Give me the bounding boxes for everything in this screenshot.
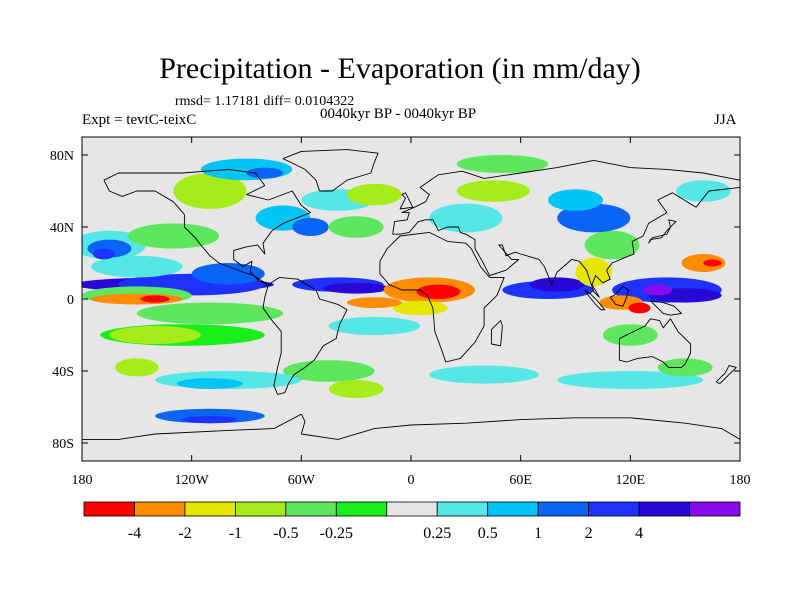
field-region (328, 380, 384, 398)
field-region (109, 326, 201, 344)
field-region (347, 297, 402, 308)
colorbar-label: 1 (534, 525, 542, 542)
colorbar-swatch (487, 501, 539, 517)
colorbar-swatch (285, 501, 337, 517)
coastline-borneo (609, 285, 629, 307)
season-label: JJA (714, 112, 737, 128)
lon-tick-label: 60W (288, 473, 316, 488)
coastline-new-guinea (650, 300, 682, 316)
colorbar-swatch (588, 501, 640, 517)
field-region (557, 203, 631, 233)
field-region (456, 180, 530, 202)
coastline-madagascar (490, 320, 503, 347)
field-region (182, 416, 238, 424)
coastline-eurasia (392, 159, 740, 298)
lon-tick-label: 180 (730, 473, 751, 488)
lat-tick-label: 0 (67, 293, 74, 308)
field-region (429, 203, 503, 233)
lon-tick-label: 0 (408, 473, 415, 488)
period-label: 0040kyr BP - 0040kyr BP (320, 106, 477, 122)
field-region (548, 189, 603, 211)
lon-tick-label: 120W (175, 473, 210, 488)
field-region (323, 282, 390, 294)
coastline-new-zealand (715, 365, 737, 385)
axis-ticks: 180 120W 60W 0 60E 120E 180 80N 40N 0 40S 80S (50, 137, 751, 488)
field-region (456, 155, 549, 173)
colorbar-swatch (134, 501, 186, 517)
field-region (173, 173, 247, 209)
colorbar-label: -0.25 (320, 525, 353, 542)
colorbar-label: -1 (229, 525, 242, 542)
colorbar-swatch (184, 501, 236, 517)
experiment-label: Expt = tevtC-teixC (82, 112, 197, 128)
field-region (283, 360, 375, 382)
field-region (200, 158, 293, 181)
lat-tick-label: 40N (50, 221, 74, 236)
field-region (155, 408, 265, 424)
colorbar-swatch (83, 501, 135, 517)
field-region (127, 223, 220, 249)
coastline-japan (648, 219, 677, 244)
field-region (584, 230, 640, 260)
precip-evap-field (82, 155, 731, 424)
lon-tick-label: 180 (72, 473, 93, 488)
colorbar-swatch (638, 501, 690, 517)
colorbar-label: 4 (635, 525, 643, 542)
colorbar-label: -0.5 (273, 525, 298, 542)
field-region (676, 180, 731, 202)
field-region (328, 216, 384, 238)
field-region (347, 183, 402, 206)
colorbar-swatch (234, 501, 287, 517)
field-region (628, 302, 651, 314)
field-region (643, 284, 673, 296)
field-region (91, 255, 183, 278)
field-region (92, 248, 115, 260)
coastline-africa (379, 231, 505, 363)
lon-tick-label: 60E (509, 473, 532, 488)
field-region (191, 263, 265, 285)
lat-tick-label: 40S (52, 365, 74, 380)
chart-title: Precipitation - Evaporation (in mm/day) (159, 52, 641, 85)
colorbar: -4 -2 -1 -0.5 -0.25 0.25 0.5 1 2 4 (83, 501, 741, 542)
coastline-australia (618, 318, 692, 368)
colorbar-swatch (386, 501, 438, 517)
colorbar-swatch (537, 501, 590, 517)
coastline-antarctica (82, 413, 740, 440)
field-region (529, 277, 585, 292)
field-region (136, 302, 284, 325)
colorbar-swatch (689, 501, 741, 517)
coastline-british-isles (399, 192, 414, 210)
field-region (703, 259, 722, 267)
colorbar-label: 2 (585, 525, 593, 542)
field-region (657, 358, 713, 377)
lat-tick-label: 80S (52, 437, 74, 452)
field-region (246, 167, 284, 179)
coastline-south-america (262, 276, 348, 395)
field-region (575, 257, 613, 287)
field-region (328, 317, 421, 335)
field-region (292, 218, 329, 236)
coastline-north-america (103, 168, 311, 286)
field-region (392, 300, 448, 316)
colorbar-label: -4 (128, 525, 141, 542)
coastline-sumatra (584, 289, 606, 311)
field-region (429, 365, 539, 384)
field-region (602, 324, 658, 346)
stats-subtitle: rmsd= 1.17181 diff= 0.0104322 (175, 94, 355, 109)
colorbar-label: -2 (178, 525, 191, 542)
coastlines (82, 149, 740, 440)
colorbar-swatch (436, 501, 489, 517)
coastline-greenland (282, 149, 379, 192)
colorbar-label: 0.5 (478, 525, 498, 542)
colorbar-label: 0.25 (423, 525, 451, 542)
field-region (177, 378, 243, 389)
field-region (557, 371, 704, 389)
colorbar-swatch (335, 501, 388, 517)
lon-tick-label: 120E (616, 473, 646, 488)
field-region (140, 295, 170, 303)
field-region (114, 358, 159, 377)
lat-tick-label: 80N (50, 149, 74, 164)
